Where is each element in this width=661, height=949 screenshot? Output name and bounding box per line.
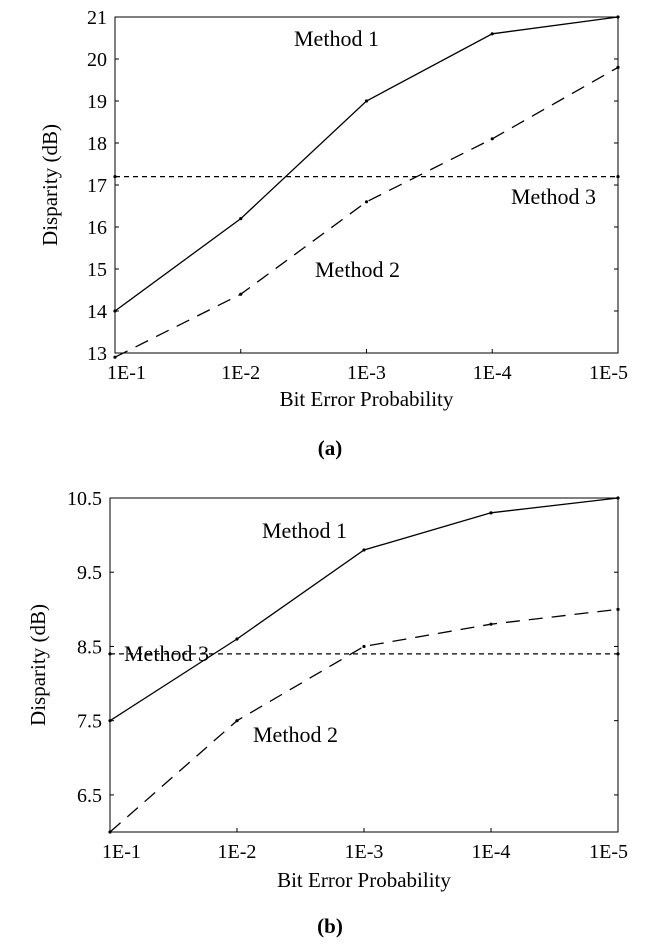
series-line-solid bbox=[109, 497, 619, 722]
y-axis-label: Disparity (dB) bbox=[26, 604, 50, 726]
data-point bbox=[108, 719, 112, 723]
y-tick-label: 10.5 bbox=[67, 488, 102, 510]
data-point bbox=[616, 65, 620, 69]
y-axis-label: Disparity (dB) bbox=[38, 124, 62, 246]
panel-label: (b) bbox=[317, 914, 343, 938]
chart-b: 6.5 7.5 8.5 9.5 10.5 1E-1 1E-2 1E-3 1E-4 1E-5 Meth… bbox=[26, 488, 628, 938]
data-point bbox=[362, 548, 366, 552]
series-annotation: Method 3 bbox=[124, 641, 209, 666]
x-axis-label: Bit Error Probability bbox=[280, 387, 454, 411]
data-point bbox=[489, 622, 493, 626]
data-point bbox=[616, 15, 620, 19]
x-tick-label: 1E-3 bbox=[345, 841, 384, 863]
y-tick-label: 8.5 bbox=[77, 636, 102, 658]
series-annotation: Method 1 bbox=[262, 518, 347, 543]
data-point bbox=[113, 309, 117, 313]
data-point bbox=[490, 32, 494, 36]
data-point bbox=[490, 137, 494, 141]
y-tick-label: 15 bbox=[87, 259, 107, 281]
series-line-dashed bbox=[114, 66, 619, 358]
data-point bbox=[239, 292, 243, 296]
series-annotation: Method 2 bbox=[315, 257, 400, 282]
series-line-dashed bbox=[109, 608, 619, 833]
x-tick-label: 1E-1 bbox=[107, 362, 146, 384]
x-tick-label: 1E-2 bbox=[221, 362, 260, 384]
data-point bbox=[235, 719, 239, 723]
series-annotation: Method 1 bbox=[294, 26, 379, 51]
data-point bbox=[616, 496, 620, 500]
data-point bbox=[364, 200, 369, 204]
x-tick-label: 1E-1 bbox=[102, 841, 141, 863]
x-tick-label: 1E-3 bbox=[347, 362, 386, 384]
data-point bbox=[616, 652, 620, 656]
x-tick-label: 1E-4 bbox=[472, 841, 511, 863]
data-point bbox=[239, 217, 243, 221]
data-point bbox=[113, 175, 117, 179]
panel-label: (a) bbox=[318, 436, 343, 460]
x-tick-label: 1E-4 bbox=[473, 362, 512, 384]
y-tick-label: 20 bbox=[87, 49, 107, 71]
y-tick-label: 16 bbox=[87, 217, 107, 239]
x-tick-label: 1E-2 bbox=[218, 841, 257, 863]
y-tick-label: 17 bbox=[87, 175, 107, 197]
data-point bbox=[362, 644, 366, 649]
series-annotation: Method 2 bbox=[253, 722, 338, 747]
y-tick-label: 19 bbox=[87, 91, 107, 113]
y-tick-label: 9.5 bbox=[77, 562, 102, 584]
data-point bbox=[108, 652, 112, 656]
x-tick-label: 1E-5 bbox=[589, 841, 628, 863]
data-point bbox=[108, 830, 112, 834]
data-point bbox=[616, 607, 620, 611]
y-tick-label: 7.5 bbox=[77, 711, 102, 733]
series-annotation: Method 3 bbox=[511, 184, 596, 209]
data-point bbox=[489, 511, 493, 515]
x-axis-label: Bit Error Probability bbox=[277, 868, 451, 892]
y-tick-label: 6.5 bbox=[77, 785, 102, 807]
x-tick-label: 1E-5 bbox=[589, 362, 628, 384]
data-point bbox=[235, 637, 239, 641]
data-point bbox=[364, 99, 369, 103]
y-tick-label: 13 bbox=[87, 343, 107, 365]
data-point bbox=[113, 355, 117, 359]
chart-a: 13 14 15 16 17 18 19 20 21 1E-1 1E-2 1E-3 1E-4 1E-5 Me… bbox=[38, 7, 628, 460]
data-point bbox=[616, 175, 620, 179]
y-tick-label: 21 bbox=[87, 7, 107, 29]
y-tick-label: 14 bbox=[87, 301, 107, 323]
y-tick-label: 18 bbox=[87, 133, 107, 155]
